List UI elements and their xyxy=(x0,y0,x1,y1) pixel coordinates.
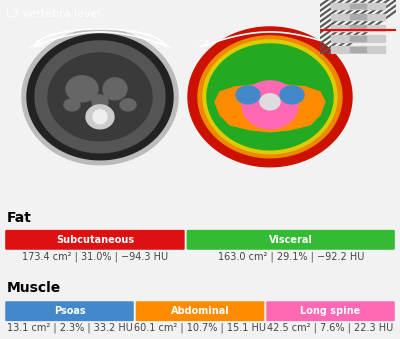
Polygon shape xyxy=(22,29,178,165)
Polygon shape xyxy=(207,44,333,150)
Polygon shape xyxy=(92,95,108,109)
Bar xyxy=(350,25,366,30)
Polygon shape xyxy=(64,99,80,111)
Bar xyxy=(331,3,384,9)
Polygon shape xyxy=(236,86,260,104)
Text: 13.1 cm² | 2.3% | 33.2 HU: 13.1 cm² | 2.3% | 33.2 HU xyxy=(6,323,132,333)
Text: Muscle: Muscle xyxy=(7,281,62,295)
Bar xyxy=(350,3,366,8)
Text: Visceral: Visceral xyxy=(269,235,313,245)
Polygon shape xyxy=(215,85,325,132)
Polygon shape xyxy=(27,34,173,160)
Text: 42.5 cm² | 7.6% | 22.3 HU: 42.5 cm² | 7.6% | 22.3 HU xyxy=(268,323,394,333)
Text: Subcutaneous: Subcutaneous xyxy=(56,235,134,245)
Text: Psoas: Psoas xyxy=(54,306,85,316)
Polygon shape xyxy=(280,86,304,104)
Bar xyxy=(331,35,384,42)
FancyBboxPatch shape xyxy=(5,301,134,321)
Text: Fat: Fat xyxy=(7,211,32,225)
Polygon shape xyxy=(242,81,298,129)
Polygon shape xyxy=(120,99,136,111)
Bar xyxy=(331,24,384,31)
Polygon shape xyxy=(66,76,98,102)
Text: 173.4 cm² | 31.0% | −94.3 HU: 173.4 cm² | 31.0% | −94.3 HU xyxy=(22,252,168,262)
FancyBboxPatch shape xyxy=(136,301,264,321)
Polygon shape xyxy=(188,27,352,167)
FancyBboxPatch shape xyxy=(187,230,395,250)
FancyBboxPatch shape xyxy=(266,301,395,321)
Bar xyxy=(331,14,384,20)
Text: 60.1 cm² | 10.7% | 15.1 HU: 60.1 cm² | 10.7% | 15.1 HU xyxy=(134,323,266,333)
Polygon shape xyxy=(48,53,152,141)
Text: 163.0 cm² | 29.1% | −92.2 HU: 163.0 cm² | 29.1% | −92.2 HU xyxy=(218,252,364,262)
Polygon shape xyxy=(203,40,337,154)
Bar xyxy=(350,36,366,41)
Polygon shape xyxy=(260,94,280,110)
Polygon shape xyxy=(198,36,342,158)
Polygon shape xyxy=(93,110,107,124)
Bar xyxy=(331,46,384,53)
Polygon shape xyxy=(35,41,165,153)
Bar xyxy=(350,15,366,19)
FancyBboxPatch shape xyxy=(5,230,185,250)
Text: Abdominal: Abdominal xyxy=(171,306,229,316)
Text: L3 vertebra level: L3 vertebra level xyxy=(6,9,101,19)
Polygon shape xyxy=(103,78,127,100)
Text: Long spine: Long spine xyxy=(300,306,361,316)
Bar xyxy=(350,47,366,52)
Polygon shape xyxy=(86,105,114,129)
